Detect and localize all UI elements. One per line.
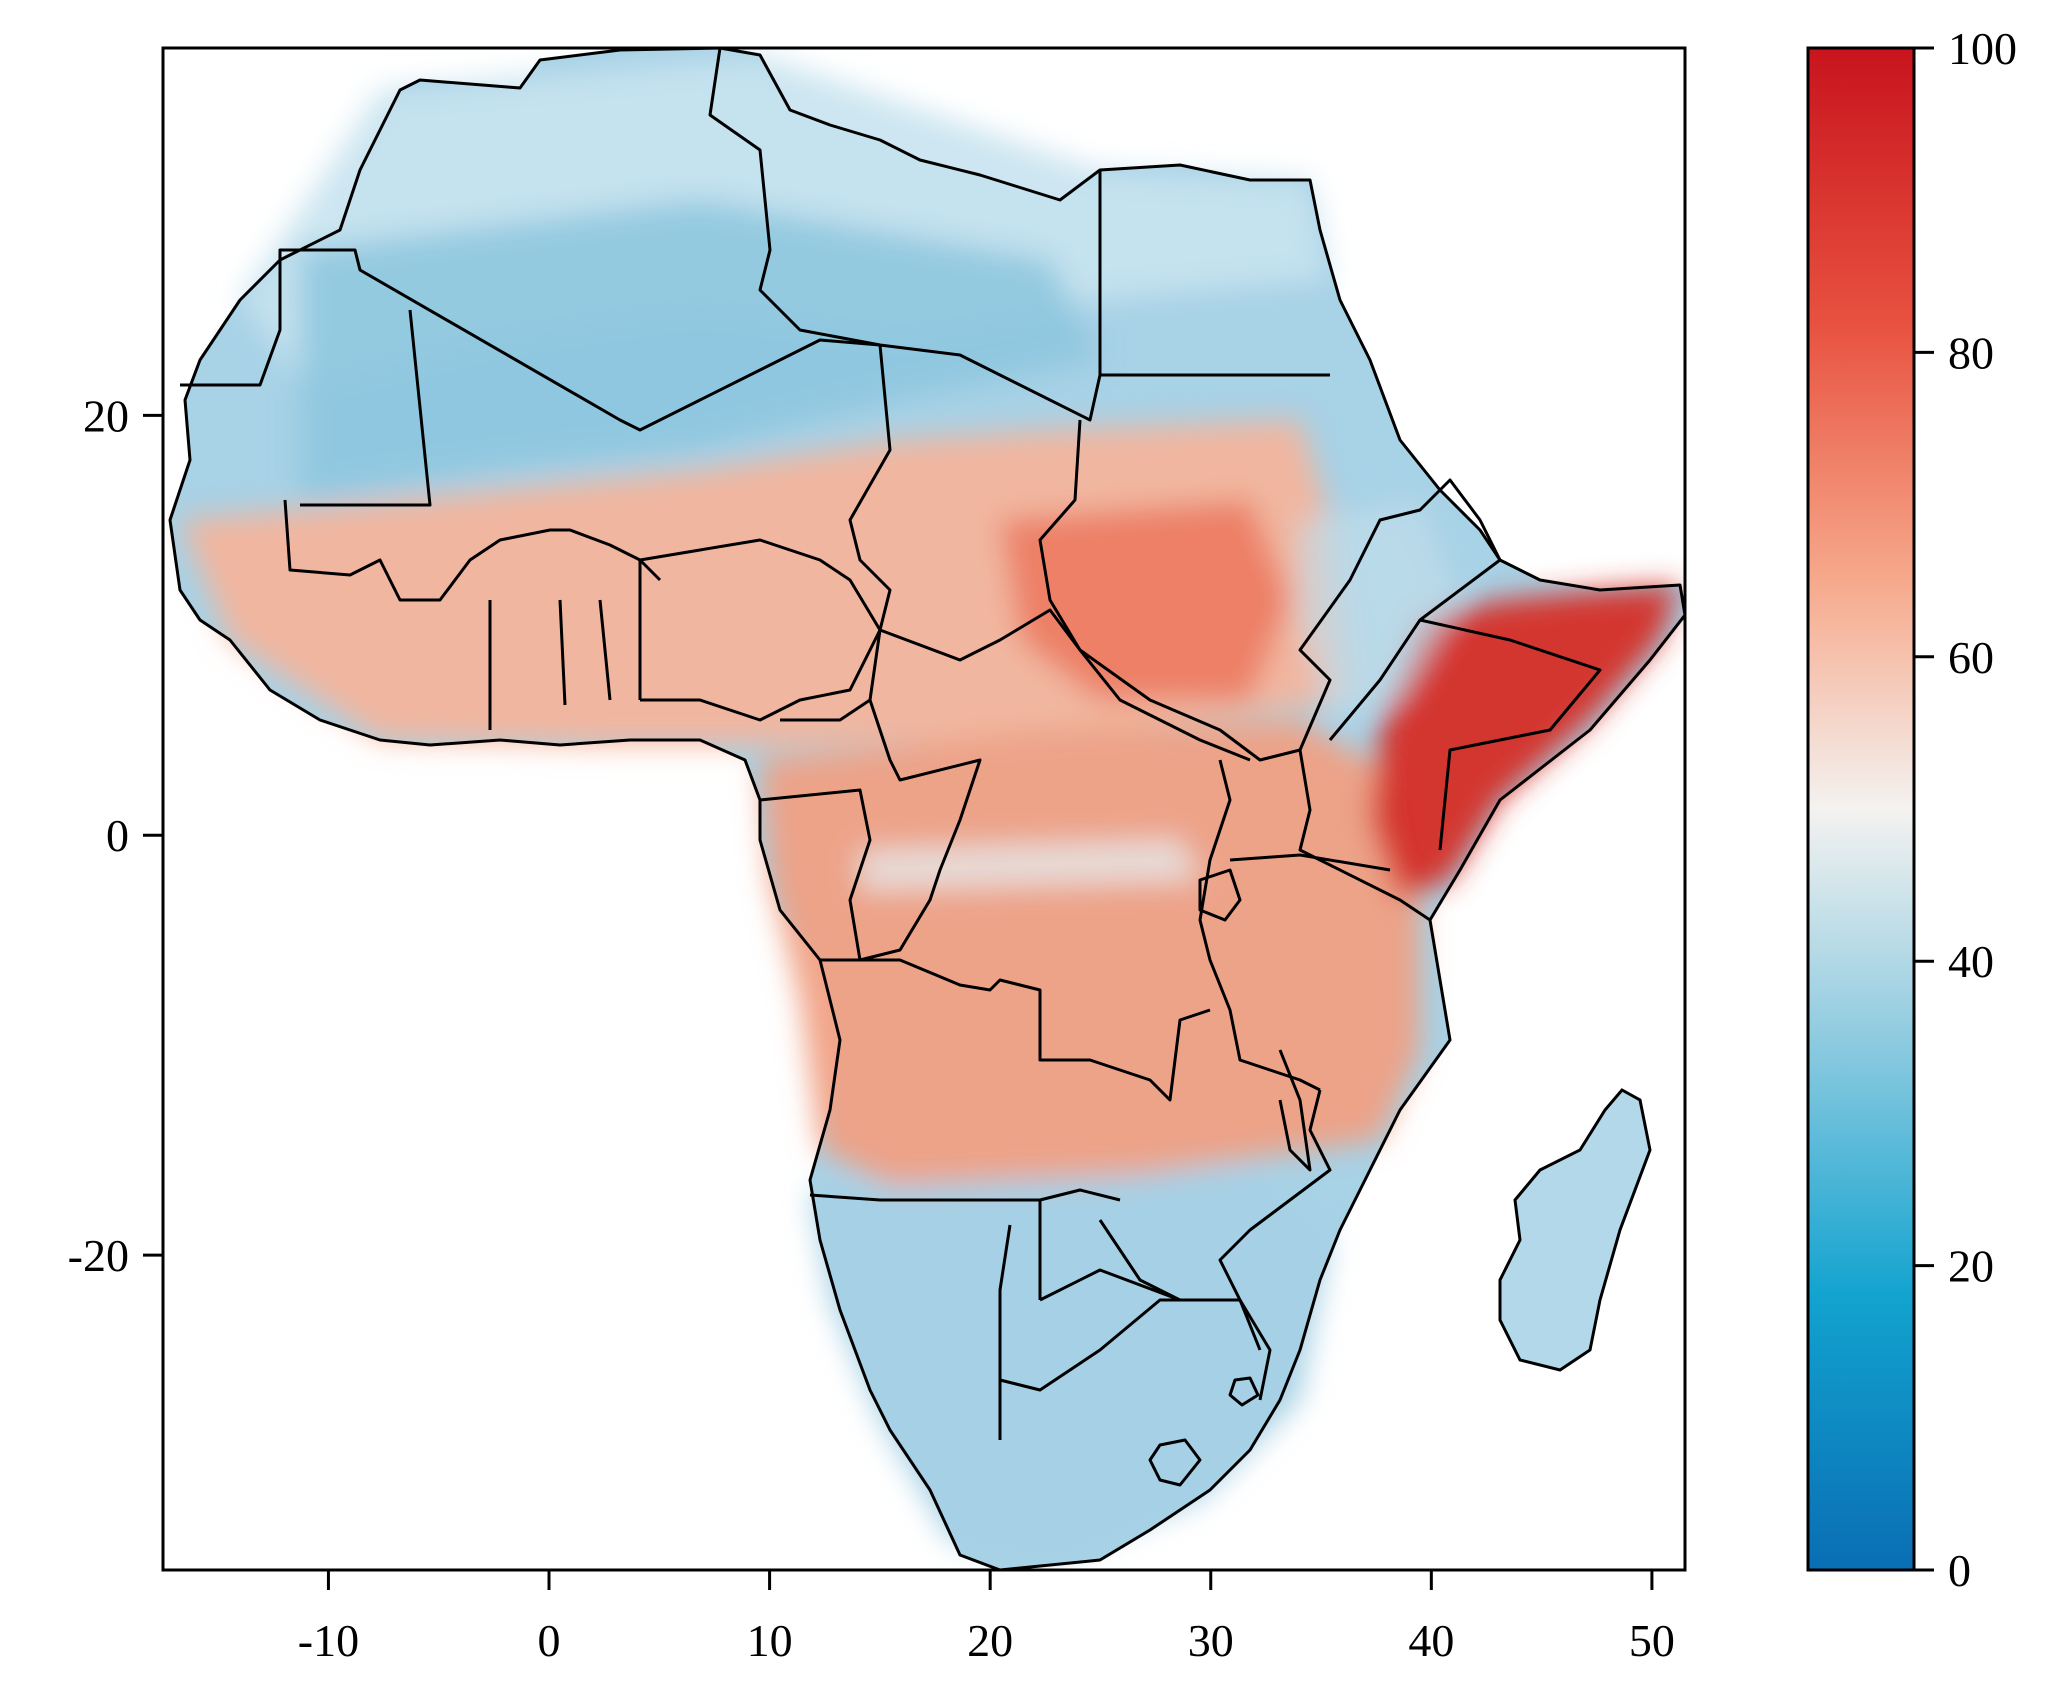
southern-zone: [810, 1170, 1330, 1560]
border-somalia: [1419, 618, 1602, 851]
border-west-africa-1: [283, 499, 662, 602]
lake-victoria: [1198, 868, 1242, 922]
border-central-1: [879, 608, 1251, 762]
border-central-2: [820, 699, 982, 962]
value-field: [180, 55, 1680, 1560]
country-borders: [168, 48, 1685, 1570]
map-panel: [168, 48, 1685, 1570]
border-north-west: [180, 248, 881, 432]
lesotho: [1148, 1438, 1202, 1487]
colorbar: 100 80 60 40 20 0: [1806, 23, 2017, 1596]
x-tick-label: 20: [967, 1615, 1013, 1666]
x-tick-label: -10: [298, 1615, 359, 1666]
border-south-africa: [998, 1298, 1272, 1440]
y-tick-label: -20: [68, 1230, 129, 1281]
colorbar-tick-label: 20: [1948, 1241, 1994, 1292]
colorbar-tick-label: 60: [1948, 632, 1994, 683]
border-malawi: [1278, 1049, 1312, 1172]
sahara-zone: [300, 200, 1100, 500]
border-east-africa: [1229, 749, 1431, 922]
border-congo: [759, 788, 872, 961]
colorbar-tick-label: 100: [1948, 23, 2017, 74]
colorbar-tick-label: 40: [1948, 936, 1994, 987]
border-ethiopia: [1298, 478, 1502, 751]
ethiopia-cool-zone: [1300, 500, 1460, 720]
central-zone: [760, 720, 1420, 1190]
equator-cool-band: [860, 840, 1200, 890]
x-axis: -10 0 10 20 30 40 50: [298, 1570, 1675, 1666]
y-tick-label: 20: [83, 390, 129, 441]
border-mozambique: [1218, 1089, 1332, 1351]
border-drc-east: [1198, 759, 1321, 1092]
border-west-africa-2: [488, 560, 642, 730]
x-tick-label: 30: [1188, 1615, 1234, 1666]
border-angola-zambia: [820, 958, 1211, 1102]
x-tick-label: 40: [1408, 1615, 1454, 1666]
colorbar-tick-label: 80: [1948, 327, 1994, 378]
border-angola-namibia: [809, 1188, 1121, 1202]
colorbar-ticks: 100 80 60 40 20 0: [1914, 23, 2017, 1596]
x-tick-label: 0: [538, 1615, 561, 1666]
border-niger-chad: [780, 344, 892, 722]
border-libya-egypt: [1098, 170, 1330, 377]
chad-sudan-hotspot: [1000, 500, 1290, 700]
colorbar-tick-label: 0: [1948, 1545, 1971, 1596]
coastline: [168, 48, 1685, 1570]
plot-frame: [161, 46, 1687, 1572]
madagascar: [1498, 1088, 1652, 1372]
x-tick-label: 50: [1629, 1615, 1675, 1666]
colorbar-fill: [1806, 46, 1916, 1572]
border-southern: [998, 1200, 1240, 1440]
border-mauritania-mali: [300, 309, 432, 507]
x-tick-label: 10: [747, 1615, 793, 1666]
eswatini: [1228, 1376, 1260, 1407]
horn-hotspot: [1370, 585, 1680, 900]
border-algeria-libya: [708, 48, 1102, 422]
y-tick-label: 0: [106, 810, 129, 861]
y-axis: 20 0 -20: [68, 390, 163, 1281]
